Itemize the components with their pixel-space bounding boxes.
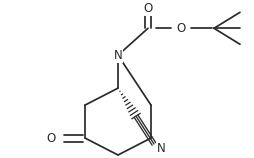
Text: N: N [114,49,122,62]
Text: O: O [143,2,153,15]
Text: O: O [46,132,56,145]
Text: O: O [176,22,186,35]
Text: N: N [157,142,165,155]
